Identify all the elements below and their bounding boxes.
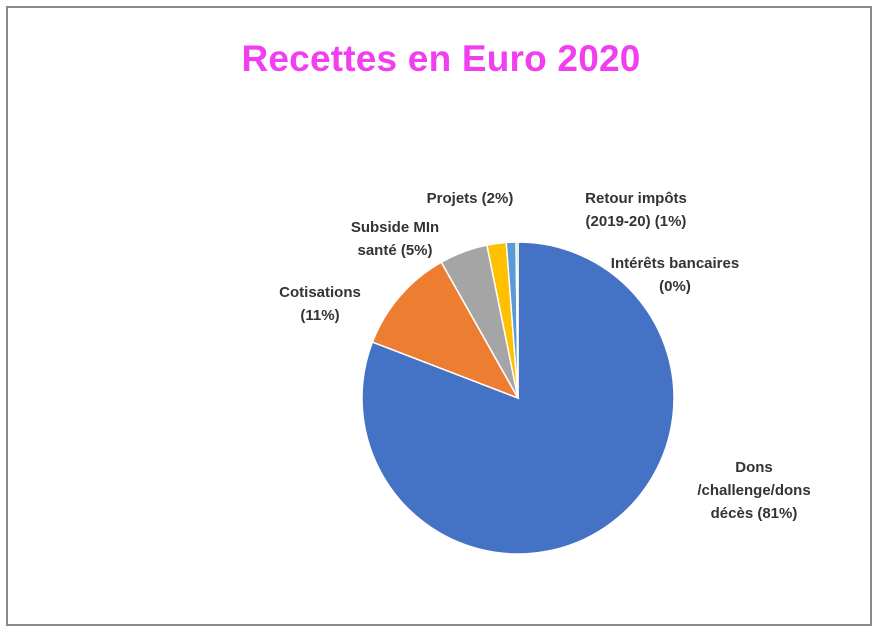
- pie-slices: [361, 241, 675, 555]
- pie-slice-5: [515, 241, 519, 399]
- slice-label-1: Cotisations (11%): [279, 284, 361, 324]
- slice-label-2: Subside MIn santé (5%): [351, 219, 439, 259]
- chart-title: Recettes en Euro 2020: [241, 38, 641, 79]
- pie-slice-1: [371, 261, 520, 400]
- slice-label-0: Dons/challenge/dons décès (81%): [697, 459, 810, 522]
- pie-chart: Dons/challenge/dons décès (81%) Cotisation…: [279, 190, 811, 555]
- pie-labels: Dons/challenge/dons décès (81%) Cotisation…: [279, 190, 811, 522]
- slice-label-5: Intérêts bancaires (0%): [611, 255, 739, 295]
- slice-label-4: Retour impôts (2019-20) (1%): [585, 190, 687, 230]
- slice-label-3: Projets (2%): [427, 190, 514, 207]
